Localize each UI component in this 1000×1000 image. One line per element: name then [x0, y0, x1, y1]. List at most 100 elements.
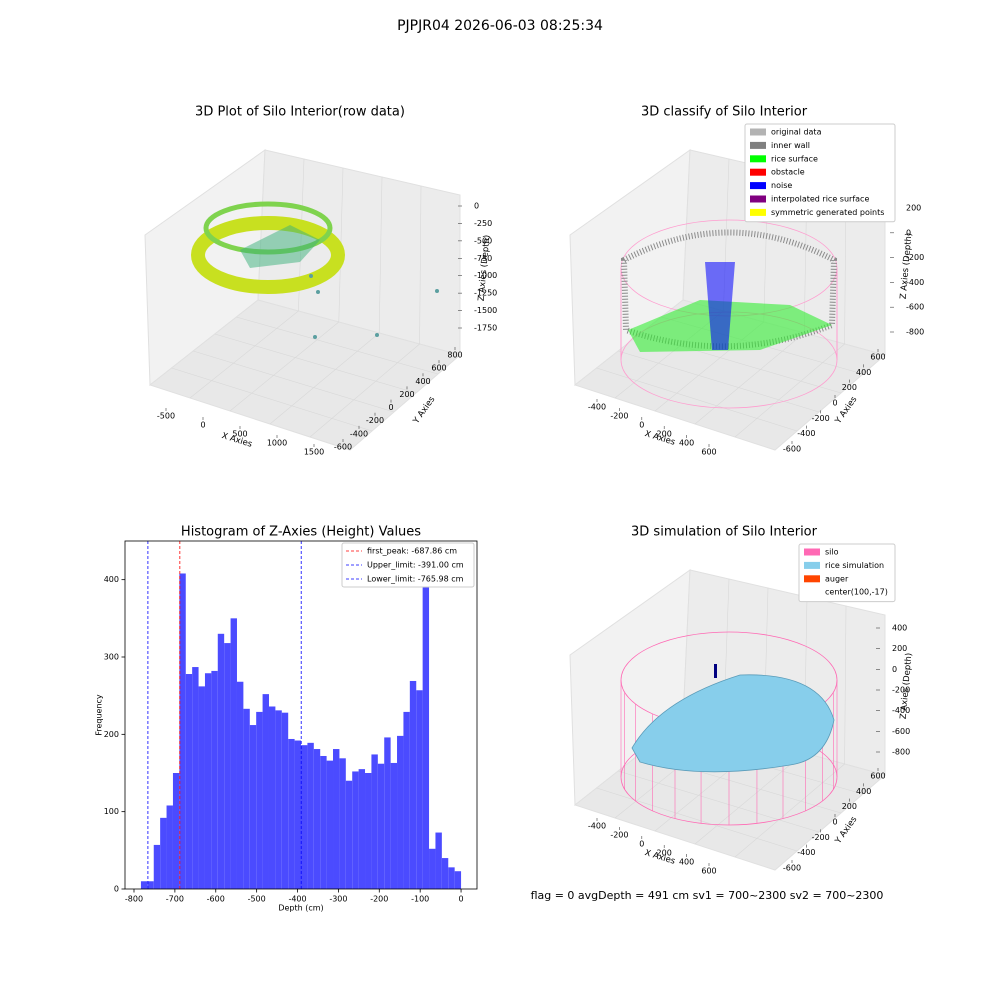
pane-grid — [734, 763, 845, 858]
x-tick-label: -300 — [329, 895, 347, 904]
y-tick-label: 400 — [104, 575, 119, 584]
x-tick-label: 0 — [639, 840, 644, 849]
x-tick-label: 400 — [679, 858, 694, 867]
bar — [339, 758, 346, 889]
legend-label: rice surface — [771, 154, 818, 163]
bar — [288, 738, 295, 889]
y-tick-label: -200 — [812, 833, 830, 842]
chart-title: 3D simulation of Silo Interior — [631, 525, 818, 540]
y-axis-label: Frequency — [95, 694, 104, 736]
bar — [160, 817, 167, 889]
y-tick-label: 300 — [104, 653, 119, 662]
bar — [333, 749, 340, 889]
z-tick-label: -200 — [892, 686, 910, 695]
outlier — [375, 333, 379, 337]
y-tick-label: 0 — [832, 399, 837, 408]
pane-grid — [734, 343, 845, 438]
x-tick-label: -400 — [588, 403, 606, 412]
bar — [275, 710, 282, 889]
suptitle: PJPJR04 2026-06-03 08:25:34 — [397, 18, 603, 34]
bar — [345, 780, 353, 889]
outlier — [316, 290, 320, 294]
bar — [140, 881, 148, 889]
pane-grid — [596, 787, 798, 852]
outlier — [435, 289, 439, 293]
x-tick-label: -500 — [157, 412, 175, 421]
bar — [416, 690, 423, 889]
legend-swatch — [750, 208, 766, 216]
point-cloud — [191, 216, 345, 294]
bar — [422, 558, 430, 889]
x-tick-label: 600 — [701, 867, 716, 876]
bar — [166, 805, 173, 889]
y-tick-label: 200 — [399, 390, 414, 399]
legend-swatch — [804, 548, 820, 556]
y-tick-label: 0 — [114, 885, 119, 894]
z-tick-label: 0 — [474, 202, 479, 211]
outlier — [309, 274, 313, 278]
z-tick-label: -1500 — [474, 306, 497, 315]
x-tick-label: -400 — [288, 895, 306, 904]
x-tick-label: 200 — [657, 430, 672, 439]
x-tick-label: 1500 — [304, 448, 324, 457]
z-tick-label: -750 — [474, 254, 492, 263]
legend-label: center(100,-17) — [825, 588, 888, 597]
y-tick-label: 400 — [856, 368, 871, 377]
legend-swatch — [750, 141, 766, 149]
bar — [409, 680, 417, 889]
y-tick-label: -200 — [812, 414, 830, 423]
pane-grid — [229, 321, 339, 412]
pane-grid — [214, 333, 417, 394]
x-tick-label: 0 — [639, 421, 644, 430]
z-tick-label: 0 — [906, 228, 911, 237]
pane-grid — [236, 316, 439, 375]
z-tick-label: -1750 — [474, 324, 497, 333]
x-tick-label: -800 — [125, 895, 143, 904]
x-tick-label: 500 — [232, 430, 247, 439]
legend-label: symmetric generated points — [771, 208, 884, 217]
bar — [377, 763, 385, 889]
pane-grid — [694, 332, 805, 425]
pane-grid — [596, 367, 798, 432]
x-axis-label: Depth (cm) — [278, 904, 323, 913]
bar — [268, 706, 276, 889]
y-tick-label: -200 — [366, 416, 384, 425]
bar — [441, 858, 449, 889]
pane-grid — [171, 367, 373, 432]
bar — [262, 694, 269, 889]
legend-label: Upper_limit: -391.00 cm — [367, 561, 464, 570]
chart-title: 3D classify of Silo Interior — [641, 105, 808, 120]
z-tick-label: -600 — [892, 727, 910, 736]
pane-grid — [618, 770, 820, 833]
x-tick-label: 1000 — [267, 439, 287, 448]
y-tick-label: -400 — [797, 848, 815, 857]
z-tick-label: 400 — [892, 624, 907, 633]
x-tick-label: -400 — [588, 822, 606, 831]
y-tick-label: 0 — [388, 403, 393, 412]
bar — [454, 871, 462, 889]
bar — [249, 725, 257, 889]
bar — [313, 749, 321, 889]
pane-grid — [618, 350, 820, 413]
point-cloud — [240, 225, 320, 268]
pane-grid — [694, 752, 805, 845]
pane-grid — [309, 343, 420, 438]
bar — [320, 755, 327, 889]
chart-title: Histogram of Z-Axies (Height) Values — [181, 525, 421, 540]
bar — [224, 643, 231, 889]
bar — [397, 735, 404, 889]
bar — [256, 711, 263, 889]
x-tick-label: -200 — [370, 895, 388, 904]
rice-surface — [631, 674, 835, 773]
x-tick-label: -200 — [610, 831, 628, 840]
legend-label: Lower_limit: -765.98 cm — [367, 575, 464, 584]
y-tick-label: 600 — [870, 772, 885, 781]
legend-swatch — [750, 128, 766, 136]
z-tick-label: -200 — [906, 253, 924, 262]
bar — [435, 832, 442, 889]
legend-swatch — [804, 575, 820, 583]
bar — [371, 754, 378, 889]
bar — [365, 773, 372, 889]
pane-grid — [844, 605, 847, 765]
legend-box — [341, 542, 475, 588]
